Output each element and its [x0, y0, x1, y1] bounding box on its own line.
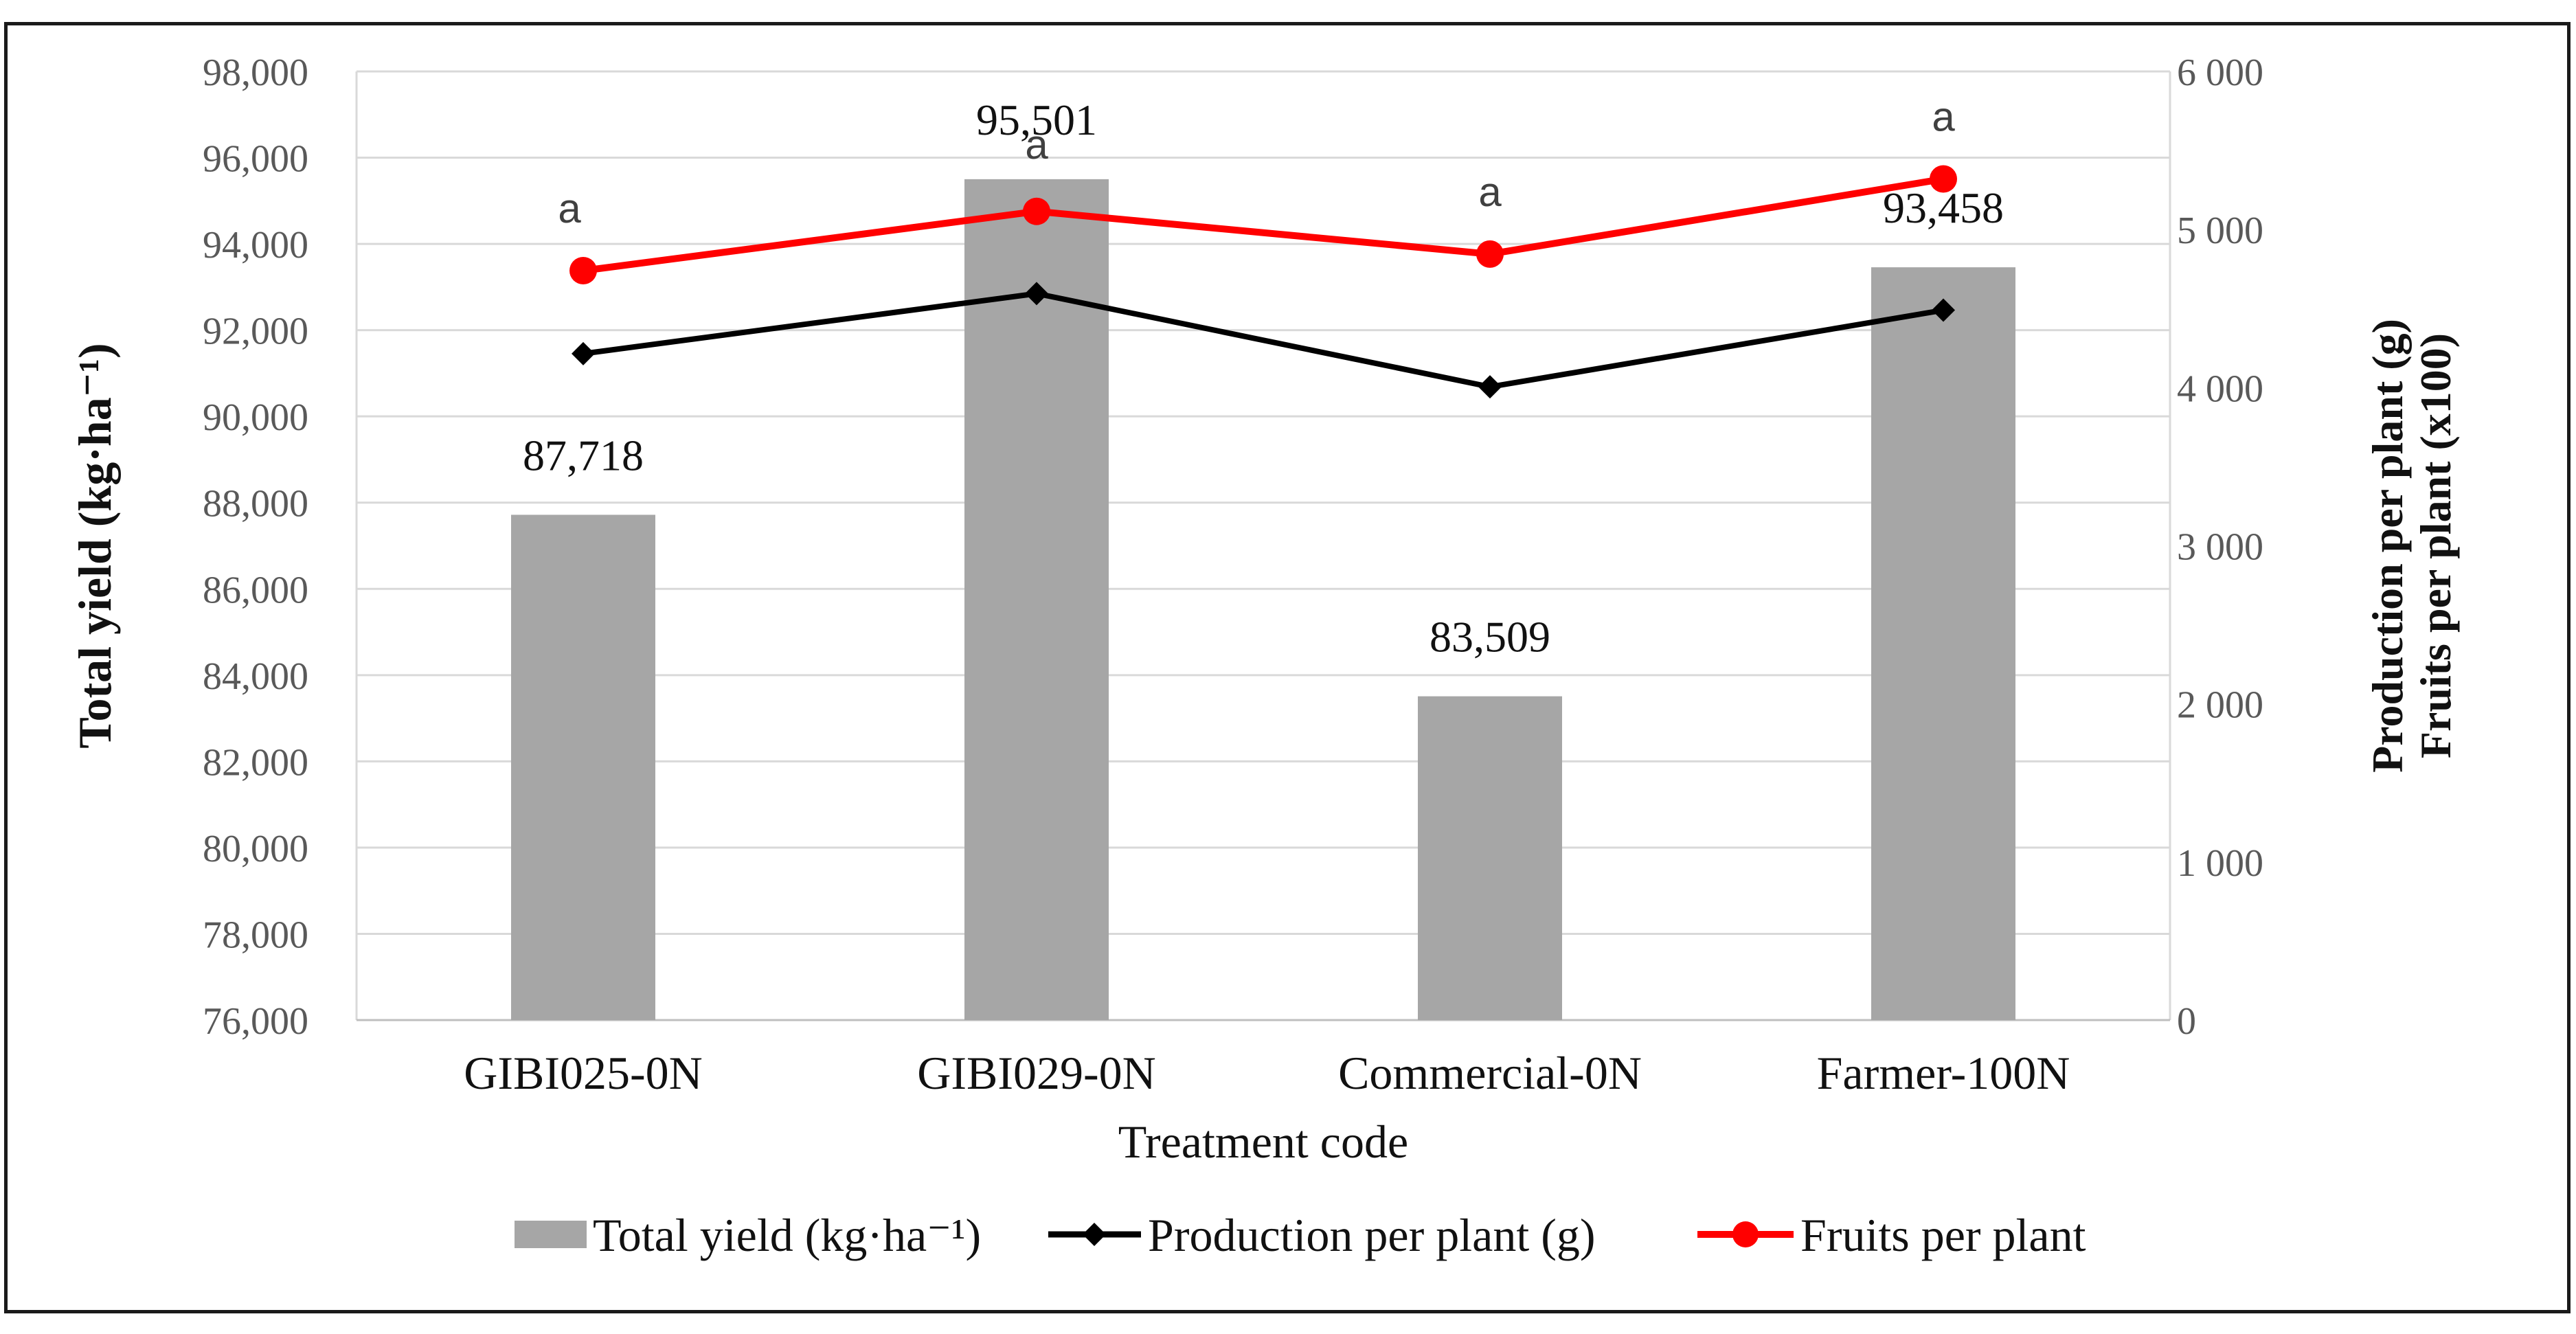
significance-letter: a: [558, 185, 581, 231]
y-right-tick-label: 2 000: [2177, 684, 2263, 727]
y-right-tick-label: 1 000: [2177, 842, 2263, 885]
x-tick-label: GIBI029-0N: [917, 1047, 1156, 1099]
y-left-tick-label: 78,000: [203, 914, 308, 956]
x-tick-label: GIBI025-0N: [464, 1047, 703, 1099]
production-per-plant-point: [1478, 375, 1502, 399]
y-right-tick-label: 3 000: [2177, 526, 2263, 569]
y-left-tick-label: 92,000: [203, 310, 308, 353]
fruits-per-plant-point: [1023, 197, 1050, 225]
x-axis-title: Treatment code: [1118, 1116, 1408, 1168]
bar-value-label: 87,718: [523, 431, 644, 479]
y-right-tick-label: 0: [2177, 1000, 2196, 1043]
bar: [1871, 267, 2015, 1020]
y-left-tick-label: 80,000: [203, 828, 308, 870]
chart: 76,000 78,000 80,000 82,000 84,000 86,000 88,0…: [69, 52, 2460, 1261]
production-per-plant-point: [1025, 282, 1048, 306]
legend-label-total-yield: Total yield (kg·ha⁻¹): [593, 1209, 981, 1261]
significance-letter: a: [1932, 94, 1955, 140]
y-left-tick-label: 96,000: [203, 138, 308, 181]
legend-swatch-total-yield: [515, 1221, 587, 1248]
y-right-tick-label: 5 000: [2177, 210, 2263, 252]
x-tick-label: Commercial-0N: [1338, 1047, 1642, 1099]
significance-letter: a: [1478, 169, 1502, 215]
y-left-tick-label: 98,000: [203, 52, 308, 94]
fruits-per-plant-point: [569, 257, 597, 285]
y-left-tick-label: 94,000: [203, 224, 308, 267]
fruits-per-plant-point: [1930, 165, 1957, 193]
x-tick-label: Farmer-100N: [1817, 1047, 2070, 1099]
y-left-tick-label: 90,000: [203, 396, 308, 439]
bar-value-label: 93,458: [1883, 183, 2004, 232]
y-right-axis-title: Fruits per plant (x100): [2411, 333, 2460, 758]
significance-letter: a: [1025, 122, 1048, 168]
bar-value-label: 95,501: [976, 95, 1097, 144]
fruits-per-plant-line: [583, 175, 1944, 274]
y-right-tick-label: 6 000: [2177, 52, 2263, 94]
legend-marker-production: [1083, 1223, 1106, 1246]
legend-label-fruits: Fruits per plant: [1800, 1209, 2086, 1261]
y-left-tick-label: 88,000: [203, 483, 308, 525]
y-left-tick-label: 76,000: [203, 1000, 308, 1043]
bar: [511, 515, 655, 1020]
legend-marker-fruits: [1732, 1221, 1759, 1247]
bar: [964, 179, 1109, 1021]
chart-frame: 76,000 78,000 80,000 82,000 84,000 86,000 88,0…: [4, 22, 2571, 1313]
legend-label-production: Production per plant (g): [1148, 1209, 1596, 1261]
production-per-plant-point: [1932, 298, 1955, 322]
bar-value-label: 83,509: [1430, 613, 1550, 662]
y-left-tick-label: 82,000: [203, 741, 308, 784]
y-right-tick-label: 4 000: [2177, 368, 2263, 410]
y-left-axis-title: Total yield (kg·ha⁻¹): [69, 343, 121, 748]
y-right-axis-title: Production per plant (g): [2363, 319, 2412, 773]
production-per-plant-point: [572, 341, 595, 365]
y-left-tick-label: 84,000: [203, 655, 308, 698]
production-per-plant-line: [583, 291, 1944, 390]
fruits-per-plant-point: [1476, 240, 1504, 268]
y-left-tick-label: 86,000: [203, 569, 308, 611]
bar: [1418, 696, 1562, 1020]
